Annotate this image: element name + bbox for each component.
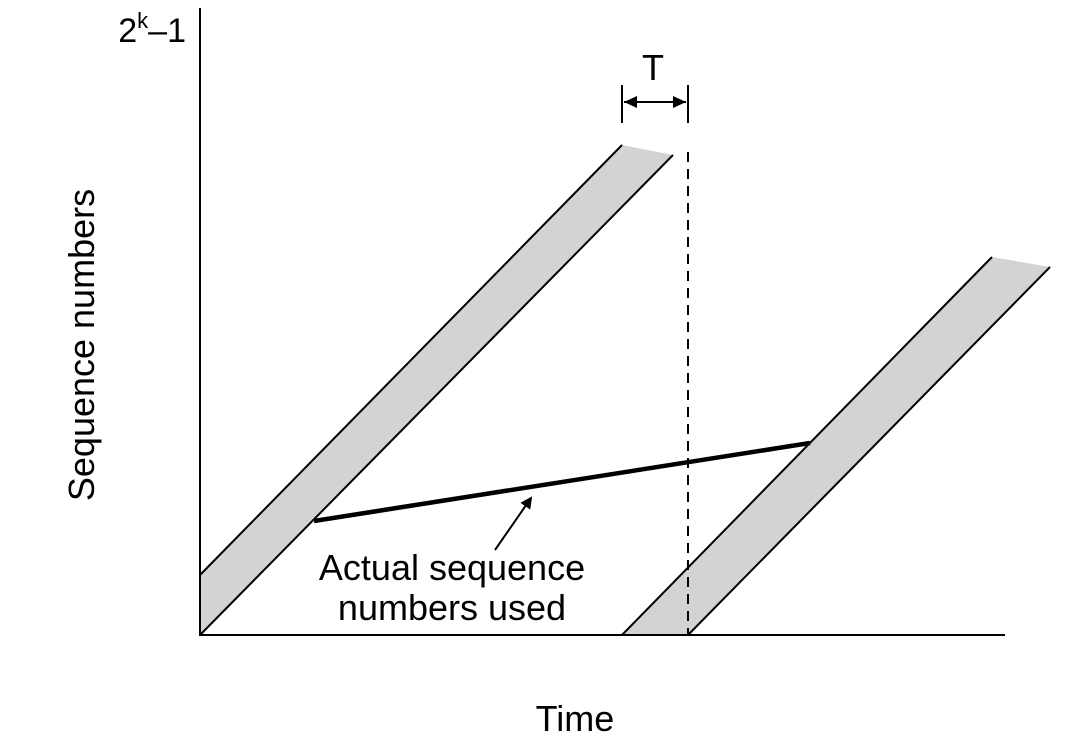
annotation-arrow — [494, 496, 533, 551]
y-max-label: 2k–1 — [118, 8, 186, 50]
x-axis-label: Time — [536, 698, 615, 739]
forbidden-band-left-edge-upper — [199, 144, 623, 576]
actual-sequence-line — [313, 440, 811, 524]
y-axis-label: Sequence numbers — [61, 189, 102, 501]
y-max-exponent: k — [137, 8, 149, 33]
interval-arrowhead-right — [673, 96, 686, 108]
forbidden-band-right — [622, 257, 1050, 635]
forbidden-band-left-edge-lower — [199, 154, 674, 636]
y-max-suffix: –1 — [148, 12, 186, 50]
forbidden-band-right-edge-lower — [687, 266, 1051, 636]
annotation-line-1: Actual sequence — [319, 547, 585, 588]
y-max-base: 2 — [118, 12, 137, 50]
interval-label: T — [642, 47, 664, 88]
annotation-line-2: numbers used — [338, 587, 566, 628]
interval-arrowhead-left — [624, 96, 637, 108]
forbidden-band-right-edge-upper — [621, 256, 993, 636]
forbidden-band-left — [200, 145, 673, 635]
